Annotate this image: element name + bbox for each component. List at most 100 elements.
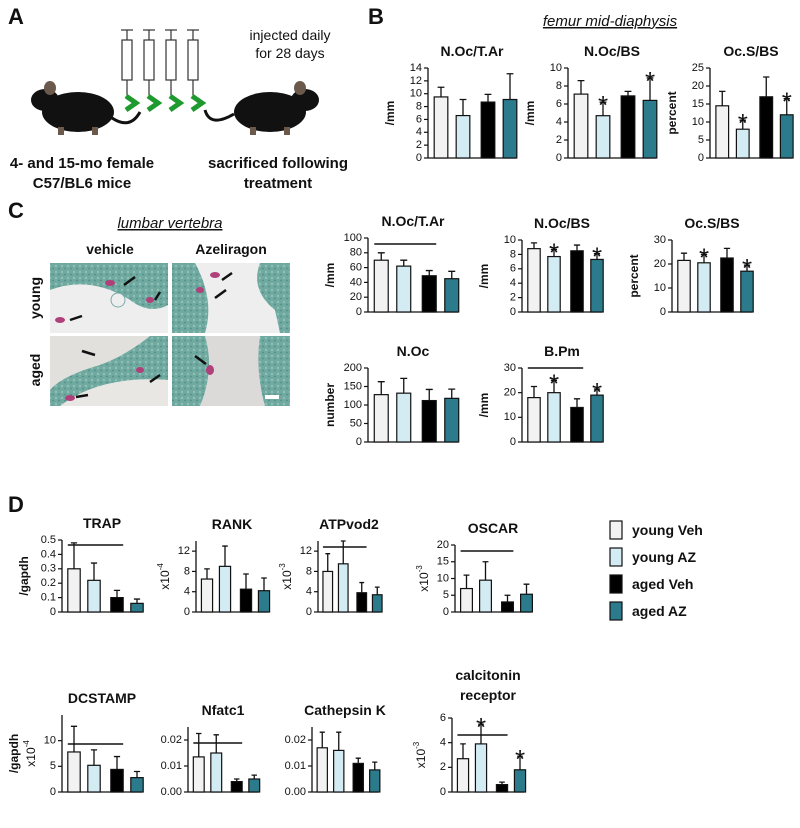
error-bar <box>261 577 267 591</box>
error-bar <box>460 743 466 759</box>
error-bar <box>251 774 257 779</box>
y-tick-label: 60 <box>350 262 362 274</box>
bar <box>520 593 533 613</box>
significance-star: * <box>476 712 486 742</box>
y-tick-label: 14 <box>410 62 422 74</box>
y-tick-label: 2 <box>510 292 516 304</box>
bar <box>87 764 101 793</box>
y-tick-label: 50 <box>350 417 362 429</box>
y-tick-label: 15 <box>692 98 704 110</box>
error-bar <box>739 119 746 130</box>
error-bar <box>336 731 342 751</box>
y-axis-label: percent <box>627 254 641 297</box>
y-tick-label: 12 <box>178 545 190 557</box>
chart-title: receptor <box>460 687 517 703</box>
y-axis-label: /mm <box>477 264 491 289</box>
y-tick-label: 15 <box>437 556 449 568</box>
error-bar <box>113 589 121 598</box>
annotation: sacrificed following <box>208 155 348 172</box>
significance-star: * <box>592 242 602 272</box>
y-tick-label: 100 <box>344 232 362 244</box>
error-bar <box>377 252 385 261</box>
bar <box>433 96 449 159</box>
error-bar <box>355 757 361 764</box>
y-tick-label: 0.5 <box>41 534 56 546</box>
significance-star: * <box>699 242 709 272</box>
legend-swatch <box>609 520 623 540</box>
error-bar <box>530 385 538 398</box>
chart-title: N.Oc/T.Ar <box>440 43 504 59</box>
mouse-right <box>203 81 319 135</box>
error-bar <box>425 388 433 401</box>
legend-swatch <box>609 574 623 594</box>
bar <box>495 783 509 793</box>
error-bar <box>459 98 467 116</box>
bar <box>257 590 271 613</box>
annotation: C57/BL6 mice <box>33 175 131 192</box>
bar <box>502 98 518 159</box>
bar <box>460 587 473 613</box>
error-bar <box>593 253 601 260</box>
bar <box>480 101 496 159</box>
panel-heading: lumbar vertebra <box>117 215 222 232</box>
bar <box>130 602 144 613</box>
bar <box>444 278 460 313</box>
error-bar <box>90 562 98 581</box>
bar <box>573 93 589 159</box>
y-tick-label: 0.02 <box>285 734 306 746</box>
y-tick-label: 0 <box>698 152 704 164</box>
bar <box>474 743 488 793</box>
error-bar <box>374 586 380 595</box>
y-tick-label: 20 <box>504 387 516 399</box>
y-axis-label: /gapdh <box>7 734 21 773</box>
y-tick-label: 10 <box>410 88 422 100</box>
y-axis-label: number <box>323 383 337 427</box>
y-tick-label: 12 <box>300 545 312 557</box>
y-tick-label: 20 <box>350 291 362 303</box>
significance-star: * <box>549 237 559 267</box>
legend-label: aged AZ <box>632 603 687 619</box>
y-tick-label: 0.00 <box>285 786 306 798</box>
chart-title: N.Oc/BS <box>534 215 590 231</box>
bar <box>444 397 460 443</box>
error-bar <box>624 90 632 96</box>
error-bar <box>213 734 219 753</box>
y-tick-label: 4 <box>416 126 422 138</box>
bar <box>192 756 205 793</box>
bar <box>230 780 243 793</box>
error-bar <box>372 761 378 770</box>
error-bar <box>763 76 770 97</box>
chart-title: Nfatc1 <box>202 702 245 718</box>
y-tick-label: 0 <box>440 786 446 798</box>
error-bar <box>400 259 408 267</box>
y-tick-label: 8 <box>556 80 562 92</box>
error-bar <box>550 379 558 393</box>
error-bar <box>484 93 492 103</box>
y-tick-label: 0 <box>50 786 56 798</box>
panel-label: D <box>8 492 24 517</box>
y-tick-label: 150 <box>344 380 362 392</box>
chart-title: N.Oc/T.Ar <box>381 213 445 229</box>
y-tick-label: 4 <box>510 277 516 289</box>
bar <box>316 747 328 793</box>
legend-label: young Veh <box>632 522 703 538</box>
row-label: aged <box>27 354 43 387</box>
scale-exponent: -3 <box>278 563 287 571</box>
scale-base: x10 <box>417 572 431 592</box>
y-tick-label: 8 <box>184 565 190 577</box>
bar <box>620 95 636 159</box>
bar <box>456 758 470 793</box>
bar <box>371 594 383 613</box>
legend-swatch <box>609 547 623 567</box>
error-bar <box>196 732 202 757</box>
bar <box>322 570 334 613</box>
y-tick-label: 0 <box>50 606 56 618</box>
scale-base: x10 <box>414 749 428 769</box>
y-tick-label: 0 <box>184 606 190 618</box>
chart-title: B.Pm <box>544 343 580 359</box>
error-bar <box>234 778 240 782</box>
axis-scale: x10-3 <box>412 741 428 768</box>
y-tick-label: 4 <box>440 737 446 749</box>
y-tick-label: 0.02 <box>161 734 182 746</box>
error-bar <box>646 77 654 101</box>
